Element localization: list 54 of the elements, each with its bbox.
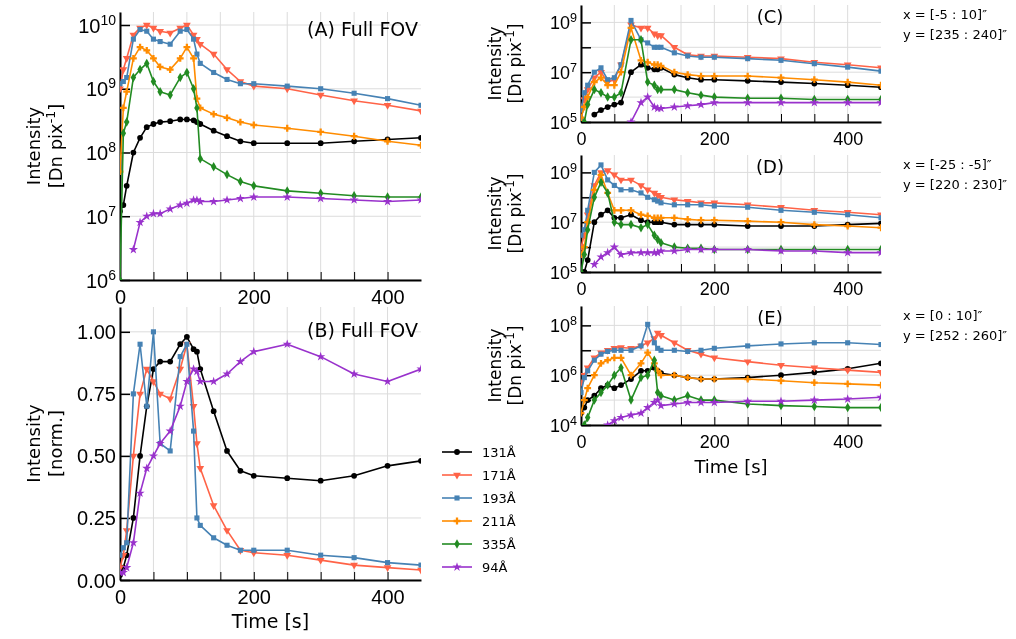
y-tick-label: 10$^{5}$ — [549, 110, 577, 133]
legend-label: 94Å — [482, 559, 508, 575]
y-tick-label: 10$^{10}$ — [78, 11, 117, 37]
x-axis-title: Time [s] — [230, 610, 310, 632]
text: y = [220 : 230]″ — [903, 177, 1008, 192]
x-tick-label: 400 — [371, 286, 405, 309]
y-tick-label: 10$^{9}$ — [85, 75, 117, 101]
text: x = [0 : 10]″ — [903, 308, 983, 323]
x-tick-label: 200 — [237, 286, 271, 309]
y-tick-label: 0.25 — [77, 507, 116, 530]
y-tick-label: 10$^{6}$ — [549, 363, 577, 386]
x-tick-label: 400 — [371, 586, 405, 609]
y-tick-label: 0.75 — [77, 383, 116, 406]
y-tick-label: 10$^{7}$ — [549, 61, 577, 83]
x-tick-label: 0 — [114, 586, 127, 609]
annotation: (C) — [756, 6, 784, 27]
text: y = [235 : 240]″ — [903, 27, 1008, 42]
legend-label: 193Å — [482, 490, 516, 506]
x-axis-title: Time [s] — [693, 456, 768, 477]
x-tick-label: 200 — [699, 431, 730, 452]
x-tick-label: 0 — [576, 128, 587, 149]
x-tick-label: 0 — [576, 278, 587, 299]
legend-label: 131Å — [482, 444, 516, 460]
y-tick-label: 10$^{7}$ — [85, 202, 117, 228]
y-tick-label: 10$^{7}$ — [549, 211, 577, 233]
x-tick-label: 200 — [699, 278, 730, 299]
y-tick-label: 10$^{9}$ — [549, 11, 577, 34]
y-tick-label: 0.00 — [77, 569, 116, 592]
text: y = [252 : 260]″ — [903, 328, 1008, 343]
x-tick-label: 400 — [833, 128, 864, 149]
legend-label: 335Å — [482, 536, 516, 552]
legend-label: 171Å — [482, 467, 516, 483]
y-tick-label: 10$^{9}$ — [549, 161, 577, 184]
annotation: (D) — [756, 156, 784, 177]
y-tick-label: 10$^{4}$ — [549, 413, 577, 436]
x-tick-label: 0 — [576, 431, 587, 452]
x-tick-label: 400 — [833, 431, 864, 452]
x-tick-label: 200 — [699, 128, 730, 149]
y-tick-label: 10$^{5}$ — [549, 260, 577, 283]
text: x = [-25 : -5]″ — [903, 157, 992, 172]
annotation: (E) — [757, 307, 783, 328]
x-tick-label: 200 — [237, 586, 271, 609]
x-tick-label: 0 — [114, 286, 127, 309]
y-axis-title: Intensity [norm.] — [23, 403, 66, 483]
annotation: (A) Full FOV — [307, 18, 418, 40]
y-tick-label: 0.50 — [77, 445, 116, 468]
x-tick-label: 400 — [833, 278, 864, 299]
y-tick-label: 10$^{6}$ — [85, 266, 117, 292]
y-tick-label: 10$^{8}$ — [85, 139, 117, 165]
annotation: (B) Full FOV — [307, 319, 418, 341]
y-tick-label: 10$^{8}$ — [549, 314, 577, 337]
text: x = [-5 : 10]″ — [903, 7, 988, 22]
legend-label: 211Å — [482, 513, 516, 529]
y-tick-label: 1.00 — [77, 321, 116, 344]
